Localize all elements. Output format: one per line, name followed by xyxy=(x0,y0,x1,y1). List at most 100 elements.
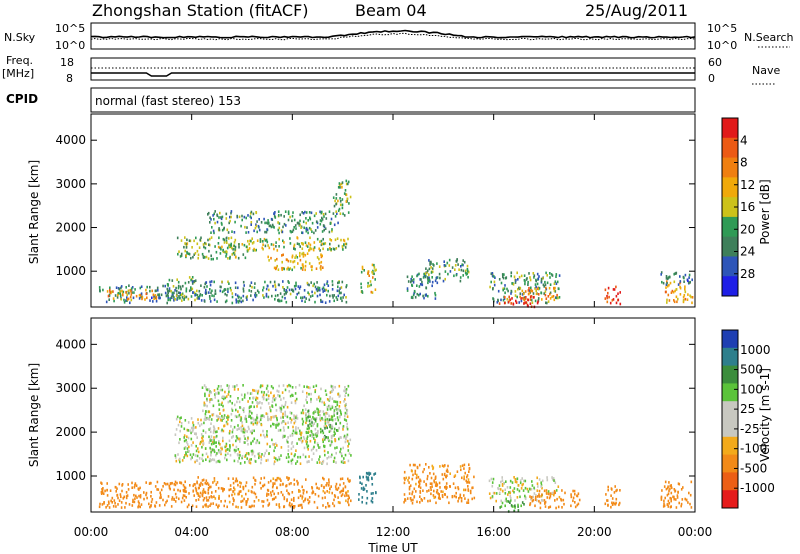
data-cell xyxy=(218,403,220,406)
data-cell xyxy=(173,296,175,299)
data-cell xyxy=(187,450,189,453)
data-cell xyxy=(510,289,513,293)
data-cell xyxy=(328,491,331,494)
data-cell xyxy=(286,286,289,289)
data-cell xyxy=(225,237,228,240)
data-cell xyxy=(554,491,556,494)
data-cell xyxy=(217,505,219,509)
data-cell xyxy=(132,498,134,502)
data-cell xyxy=(313,241,316,244)
data-cell xyxy=(216,481,219,484)
data-cell xyxy=(606,499,609,502)
data-cell xyxy=(199,238,201,242)
data-cell xyxy=(234,220,236,224)
data-cell xyxy=(265,387,268,390)
data-cell xyxy=(687,279,689,283)
data-cell xyxy=(278,384,280,388)
data-cell xyxy=(322,266,324,269)
data-cell xyxy=(301,268,304,271)
data-cell xyxy=(245,216,247,220)
data-cell xyxy=(262,286,265,289)
data-cell xyxy=(254,291,257,295)
data-cell xyxy=(226,422,229,426)
data-cell xyxy=(665,275,668,278)
data-cell xyxy=(305,217,307,220)
data-cell xyxy=(341,489,344,493)
data-cell xyxy=(612,298,615,301)
data-cell xyxy=(241,454,244,458)
data-cell xyxy=(274,397,277,400)
data-cell xyxy=(112,505,115,508)
data-cell xyxy=(201,479,204,482)
data-cell xyxy=(276,444,278,447)
data-cell xyxy=(300,411,303,415)
data-cell xyxy=(321,242,324,246)
data-cell xyxy=(113,299,115,303)
data-cell xyxy=(334,446,336,450)
data-cell xyxy=(325,424,327,428)
data-cell xyxy=(262,500,265,503)
data-cell xyxy=(441,494,444,497)
data-cell xyxy=(460,468,462,472)
data-cell xyxy=(251,429,254,432)
data-cell xyxy=(675,295,678,299)
data-cell xyxy=(345,419,348,422)
data-cell xyxy=(438,265,441,268)
data-cell xyxy=(158,504,161,507)
data-cell xyxy=(301,247,304,250)
data-cell xyxy=(238,437,240,441)
data-cell xyxy=(250,210,253,214)
data-cell xyxy=(269,224,272,227)
data-cell xyxy=(340,460,343,464)
data-cell xyxy=(328,414,330,418)
data-cell xyxy=(537,485,539,488)
data-cell xyxy=(212,425,215,428)
data-cell xyxy=(663,485,666,488)
data-cell xyxy=(132,296,135,300)
data-cell xyxy=(517,484,520,487)
data-cell xyxy=(519,292,522,295)
data-cell xyxy=(313,445,315,449)
data-cell xyxy=(241,243,244,246)
data-cell xyxy=(511,505,514,508)
data-cell xyxy=(217,242,220,245)
data-cell xyxy=(154,294,157,297)
data-cell xyxy=(190,278,192,282)
data-cell xyxy=(685,498,688,502)
data-cell xyxy=(214,210,216,213)
data-cell xyxy=(326,462,328,466)
data-cell xyxy=(251,504,253,508)
data-cell xyxy=(334,432,336,435)
data-cell xyxy=(112,297,115,300)
data-cell xyxy=(141,297,143,301)
data-cell xyxy=(504,296,506,299)
data-cell xyxy=(528,286,530,290)
data-cell xyxy=(370,283,372,287)
data-cell xyxy=(346,415,349,418)
data-cell xyxy=(274,478,277,482)
data-cell xyxy=(328,418,331,421)
data-cell xyxy=(436,276,439,279)
data-cell xyxy=(340,489,343,493)
data-cell xyxy=(519,286,522,290)
data-cell xyxy=(428,489,430,492)
data-cell xyxy=(463,475,465,478)
data-cell xyxy=(267,402,270,405)
data-cell xyxy=(317,413,320,416)
data-cell xyxy=(204,412,207,416)
data-cell xyxy=(423,296,425,300)
nsky-label: N.Sky xyxy=(4,31,36,44)
data-cell xyxy=(519,479,522,482)
data-cell xyxy=(317,429,319,433)
data-cell xyxy=(261,402,263,405)
data-cell xyxy=(547,492,550,496)
data-cell xyxy=(296,221,299,225)
data-cell xyxy=(165,294,168,298)
data-cell xyxy=(312,248,315,252)
data-cell xyxy=(207,491,210,495)
data-cell xyxy=(321,216,323,220)
data-cell xyxy=(548,286,551,290)
colorbar-swatch xyxy=(722,365,738,384)
data-cell xyxy=(289,237,291,240)
data-cell xyxy=(297,496,300,500)
